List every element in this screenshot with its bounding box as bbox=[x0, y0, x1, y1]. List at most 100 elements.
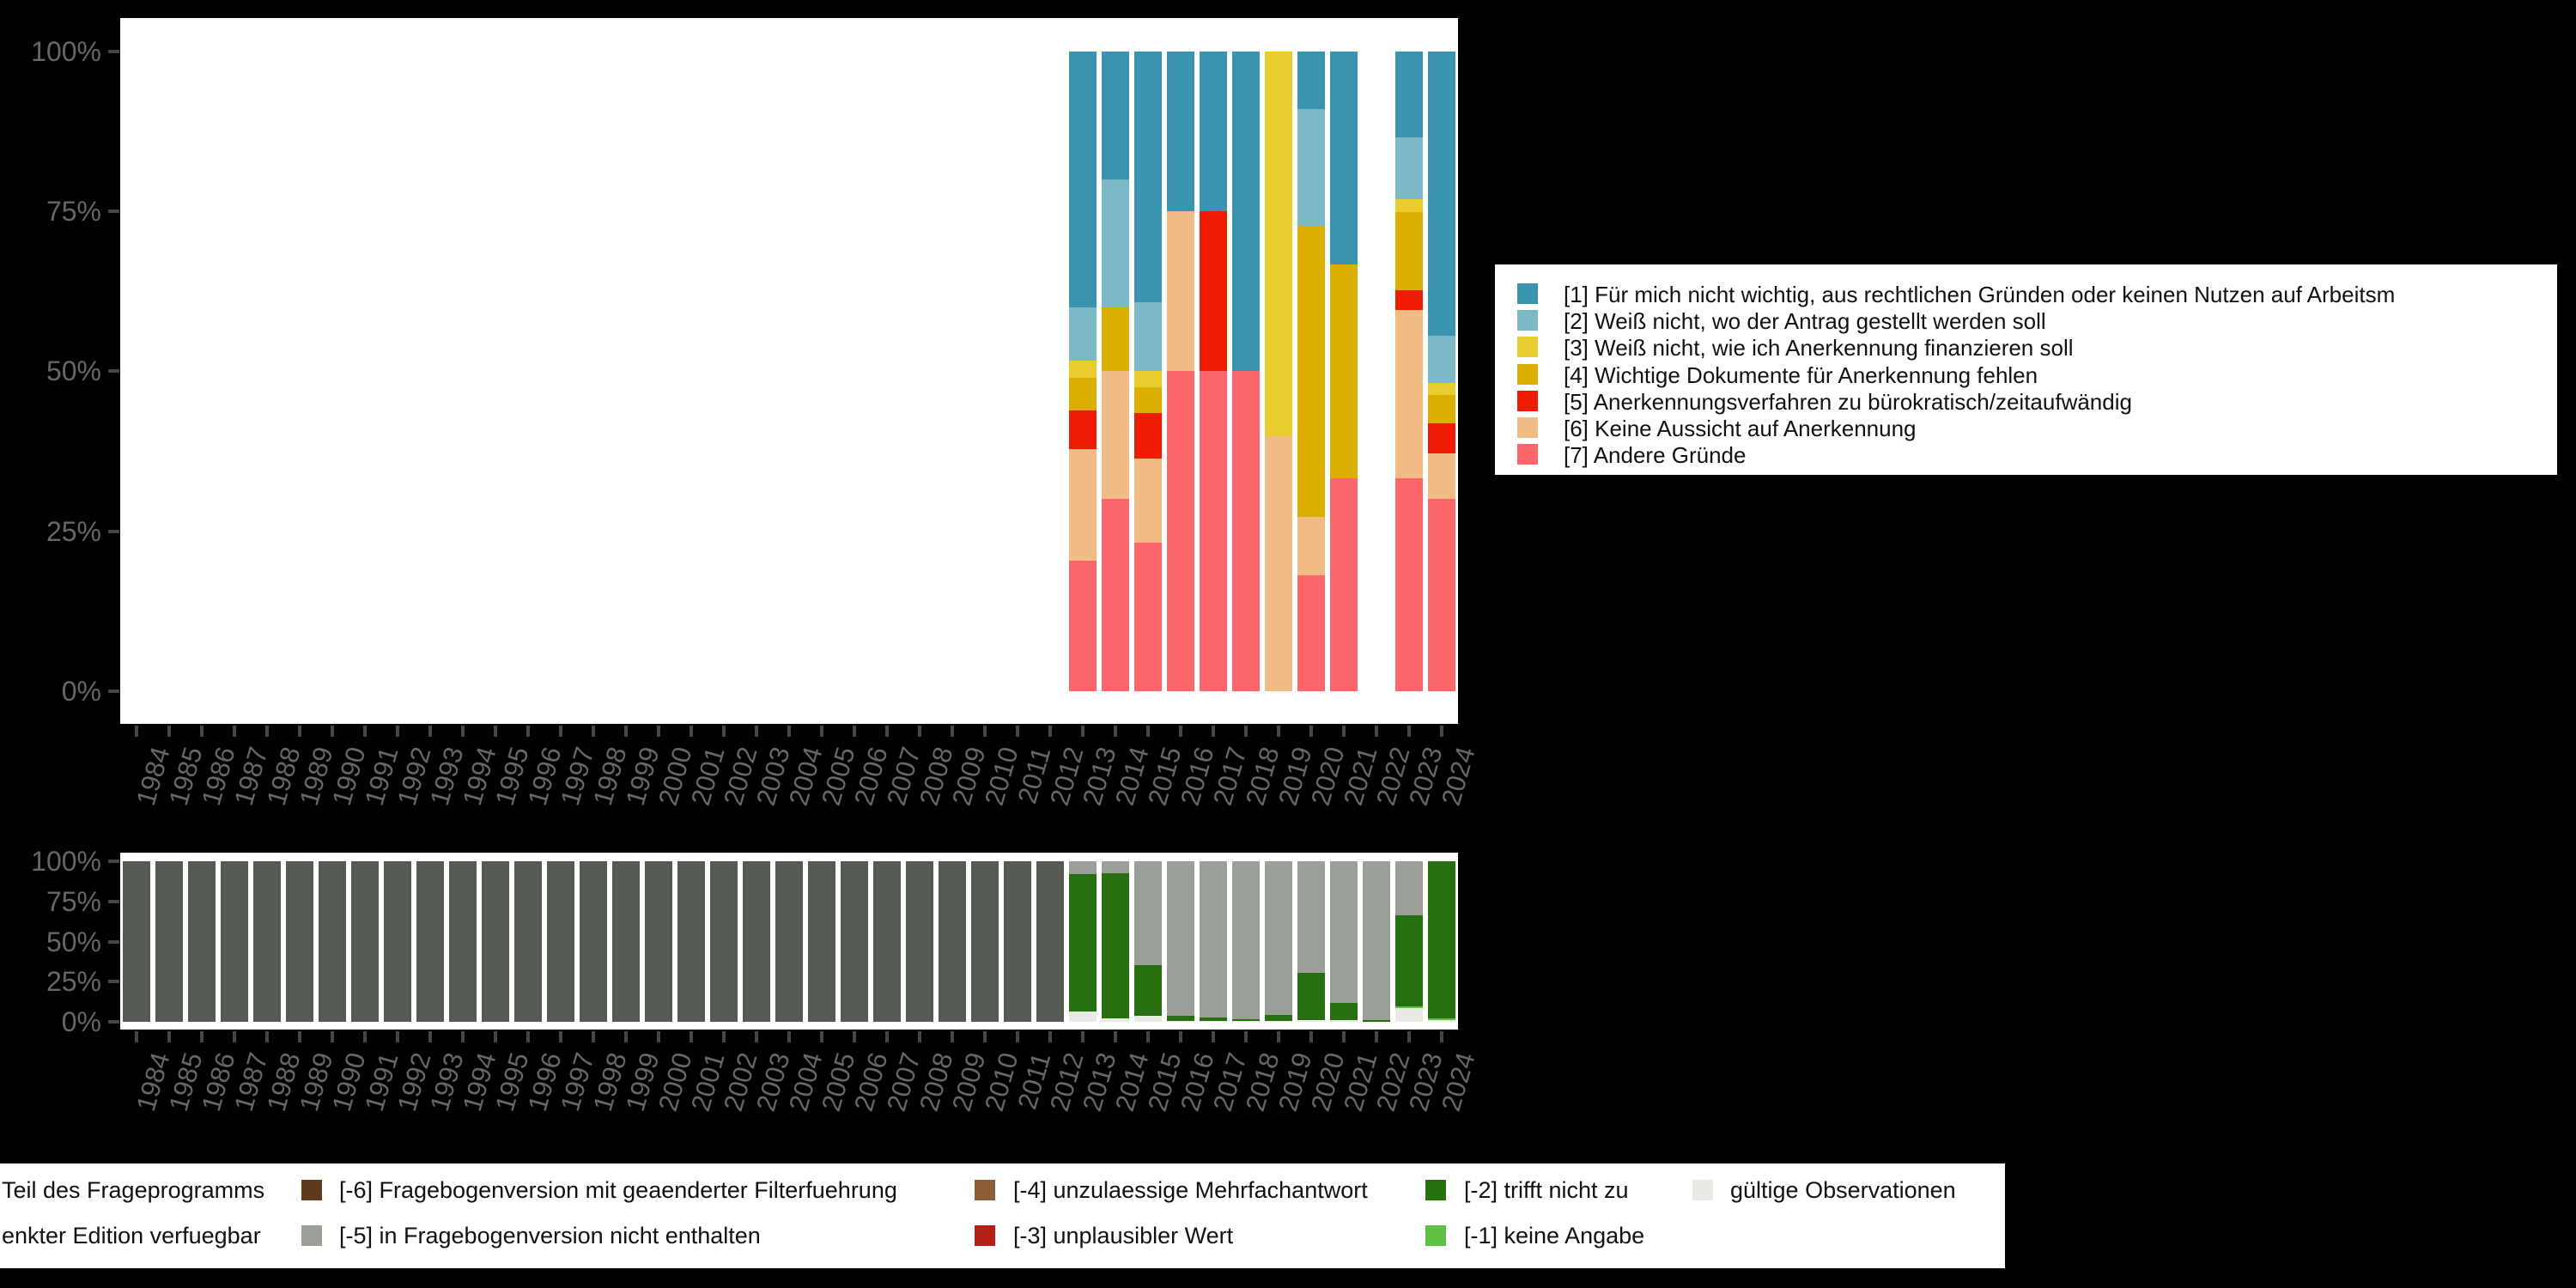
bar-segment bbox=[1428, 1018, 1455, 1020]
x-axis-tick bbox=[200, 726, 204, 737]
bar-segment bbox=[775, 861, 803, 1022]
y-axis-tick-label: 25% bbox=[46, 515, 101, 547]
x-axis-tick bbox=[265, 726, 269, 737]
y-axis-tick-label: 75% bbox=[46, 885, 101, 917]
bar-segment bbox=[1167, 1020, 1194, 1022]
bar-segment bbox=[1428, 51, 1455, 336]
bar-segment bbox=[1200, 1018, 1227, 1022]
x-axis-tick bbox=[1277, 726, 1280, 737]
bar-segment bbox=[547, 861, 574, 1022]
x-axis-tick bbox=[722, 726, 726, 737]
bar-segment bbox=[1330, 477, 1358, 691]
bar-segment bbox=[1134, 459, 1162, 544]
legend-label: [2] Weiß nicht, wo der Antrag gestellt w… bbox=[1564, 308, 2046, 335]
x-axis-tick bbox=[363, 1031, 367, 1042]
bar-segment bbox=[873, 861, 901, 1022]
bar-segment bbox=[1428, 453, 1455, 500]
bar-segment bbox=[1200, 861, 1227, 1018]
y-axis-tick bbox=[108, 1020, 119, 1024]
bar-segment bbox=[1232, 1021, 1260, 1022]
bar-segment bbox=[1102, 1018, 1129, 1022]
bar-segment bbox=[1232, 371, 1260, 691]
x-axis-tick bbox=[1016, 1031, 1019, 1042]
bar-segment bbox=[1395, 137, 1423, 199]
x-axis-tick bbox=[1146, 726, 1150, 737]
bar-segment bbox=[1069, 861, 1097, 874]
x-axis-tick bbox=[690, 1031, 693, 1042]
bar-segment bbox=[1134, 1016, 1162, 1022]
bar-segment bbox=[1395, 478, 1423, 691]
bar-segment bbox=[1330, 264, 1358, 478]
x-axis-tick bbox=[1081, 726, 1084, 737]
bar-segment bbox=[1265, 1014, 1292, 1022]
bar-segment bbox=[1297, 109, 1325, 226]
y-axis-tick-label: 100% bbox=[31, 846, 101, 877]
x-axis-tick bbox=[853, 1031, 856, 1042]
legend-swatch--2 bbox=[1425, 1180, 1446, 1200]
x-axis-tick bbox=[657, 726, 660, 737]
x-axis-tick bbox=[885, 726, 889, 737]
bar-segment bbox=[1395, 310, 1423, 479]
bar-segment bbox=[1428, 382, 1455, 395]
legend-label: [-2] trifft nicht zu bbox=[1464, 1177, 1629, 1203]
bar-segment bbox=[1004, 861, 1031, 1022]
x-axis-tick bbox=[1016, 726, 1019, 737]
legend-label: [3] Weiß nicht, wie ich Anerkennung fina… bbox=[1564, 335, 2074, 361]
x-axis-tick bbox=[559, 1031, 562, 1042]
x-axis-tick bbox=[624, 726, 628, 737]
bar-segment bbox=[1069, 51, 1097, 307]
x-axis-tick bbox=[722, 1031, 726, 1042]
bar-segment bbox=[906, 861, 933, 1022]
x-axis-tick bbox=[820, 1031, 823, 1042]
bar-segment bbox=[1265, 861, 1292, 1015]
bar-segment bbox=[1167, 1015, 1194, 1021]
x-axis-tick bbox=[1081, 1031, 1084, 1042]
bar-segment bbox=[1069, 361, 1097, 378]
legend-label: [-5] in Fragebogenversion nicht enthalte… bbox=[339, 1223, 761, 1249]
bar-segment bbox=[1395, 1006, 1423, 1009]
bar-segment bbox=[1395, 211, 1423, 291]
bar-segment bbox=[1330, 51, 1358, 265]
bar-segment bbox=[1167, 210, 1194, 372]
bar-segment bbox=[1395, 861, 1423, 916]
bar-segment bbox=[1330, 1020, 1358, 1022]
bar-segment bbox=[710, 861, 738, 1022]
legend-label: [7] Andere Gründe bbox=[1564, 442, 1747, 469]
legend-label: [4] Wichtige Dokumente für Anerkennung f… bbox=[1564, 361, 2038, 388]
x-axis-tick bbox=[951, 726, 954, 737]
x-axis-tick bbox=[983, 1031, 987, 1042]
y-axis-tick-label: 50% bbox=[46, 926, 101, 957]
bar-segment bbox=[221, 861, 248, 1022]
bar-segment bbox=[580, 861, 607, 1022]
x-axis-tick bbox=[167, 1031, 171, 1042]
y-axis-tick bbox=[108, 860, 119, 863]
bar-segment bbox=[1297, 51, 1325, 110]
legend-swatch--6 bbox=[301, 1180, 322, 1200]
x-axis-tick bbox=[1048, 1031, 1052, 1042]
bar-segment bbox=[1428, 394, 1455, 424]
bar-segment bbox=[1134, 370, 1162, 387]
bar-segment bbox=[1200, 371, 1227, 691]
y-axis-tick bbox=[108, 899, 119, 903]
bar-segment bbox=[1102, 499, 1129, 691]
bar-segment bbox=[1395, 290, 1423, 311]
legend-swatch--5 bbox=[301, 1225, 322, 1246]
bar-segment bbox=[1395, 198, 1423, 212]
legend-label: [6] Keine Aussicht auf Anerkennung bbox=[1564, 416, 1917, 441]
x-axis-tick bbox=[363, 726, 367, 737]
x-axis-tick bbox=[1179, 1031, 1182, 1042]
bar-segment bbox=[1232, 861, 1260, 1019]
legend-label: enkter Edition verfuegbar bbox=[2, 1223, 261, 1249]
bar-segment bbox=[841, 861, 868, 1022]
x-axis-tick bbox=[1277, 1031, 1280, 1042]
x-axis-tick bbox=[657, 1031, 660, 1042]
x-axis-tick bbox=[951, 1031, 954, 1042]
x-axis-tick bbox=[494, 1031, 497, 1042]
y-axis-tick bbox=[108, 209, 119, 213]
x-axis-tick bbox=[428, 1031, 432, 1042]
x-axis-tick bbox=[1342, 726, 1346, 737]
x-axis-tick bbox=[461, 726, 465, 737]
bar-segment bbox=[1428, 423, 1455, 454]
bar-segment bbox=[612, 861, 640, 1022]
